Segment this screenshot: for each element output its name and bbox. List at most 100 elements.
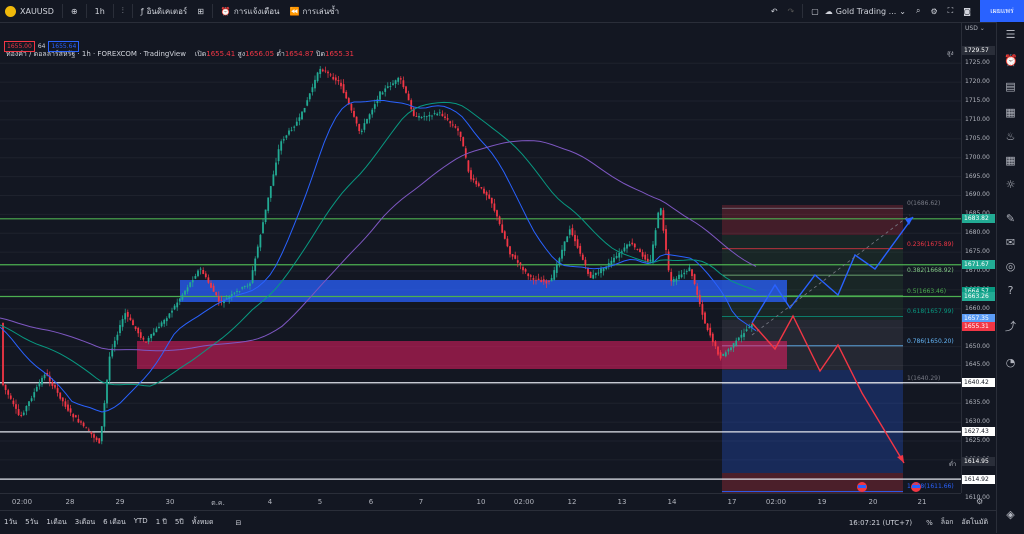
candle-body [423,115,426,117]
interval-button[interactable]: 1h [94,6,105,16]
hotlist-icon[interactable]: ♨ [1005,130,1016,143]
currency-label[interactable]: USD ⌄ [965,25,985,32]
range-button[interactable]: ทั้งหมด [191,518,214,526]
indicators-button[interactable]: ƒ อินดิเคเตอร์ [136,0,192,22]
range-button[interactable]: 3เดือน [74,518,96,526]
price-axis[interactable]: USD ⌄ 1725.00 1720.00 1715.00 1710.00 1705.0… [961,23,997,501]
details-icon[interactable]: ▤ [1005,80,1016,93]
candle-body [472,178,475,181]
undo-icon: ↶ [770,6,778,16]
buy-button[interactable]: 1655.64 [48,41,80,52]
templates-button[interactable]: ⊞ [192,0,209,22]
range-button[interactable]: 5ปี [174,518,184,526]
goto-date-icon[interactable]: ⊟ [235,518,242,527]
candle-body [743,333,745,337]
price-tick-label: 1635.00 [965,399,990,407]
candle-body [511,253,514,257]
candle-body [56,388,59,393]
time-tick-label: 28 [65,498,75,506]
supply-zone-box[interactable] [180,280,787,302]
candle-body [542,279,545,282]
bearish-projection-path[interactable] [751,314,905,464]
candle-body [652,244,654,262]
layers-icon[interactable]: ◈ [1006,508,1015,521]
candle-body [529,275,532,277]
time-tick-label: 19 [817,498,827,506]
redo-button[interactable]: ↷ [783,0,800,22]
time-axis[interactable]: 02:00 28 29 30 ต.ค. 4 5 6 7 10 02:00 12 13 14 17 02:00 1… [0,493,983,511]
ideas-icon[interactable]: ☼ [1005,178,1016,191]
price-tick-label: 1705.00 [965,134,990,142]
demand-zone-box[interactable] [137,341,787,369]
trend-icon[interactable]: ⤴ [1005,320,1016,333]
range-button[interactable]: 5วัน [25,518,39,526]
calendar-icon[interactable]: ▦ [1005,154,1016,167]
candle-body [124,313,127,320]
low-value: 1654.87 [284,50,314,58]
range-button[interactable]: 1 ปี [155,518,167,526]
chart-type-button[interactable]: ⫶ [117,0,129,22]
candle-body [418,116,420,118]
messages-icon[interactable]: ✉ [1005,236,1016,249]
candle-body [600,268,602,274]
candle-body [644,254,647,260]
fullscreen-icon: ⛶ [947,6,954,15]
candle-body [254,258,257,272]
candle-body [405,86,407,93]
plus-circle-icon: ⊕ [70,6,78,16]
publish-button[interactable]: เผยแพร่ [980,0,1024,22]
auto-toggle[interactable]: อัตโนมัติ [961,518,988,526]
price-chart[interactable] [0,23,961,499]
clock[interactable]: 16:07:21 (UTC+7) [848,518,913,527]
high-tag-label: สูง [947,50,954,57]
candle-body [165,318,168,322]
range-button[interactable]: YTD [133,517,148,525]
candle-body [550,278,553,282]
price-tick-label: 1645.00 [965,361,990,369]
candle-body [701,304,704,315]
help-icon[interactable]: ? [1007,284,1014,297]
spread-value: 64 [37,43,46,50]
snapshot-button[interactable]: ◙ [958,0,976,22]
layout-select[interactable]: ▢ ☁ Gold Trading ... ⌄ [806,0,911,22]
candle-body [722,353,725,356]
chat-icon[interactable]: ✎ [1005,212,1016,225]
axis-settings-icon[interactable]: ⚙ [976,497,984,506]
range-button[interactable]: 6 เดือน [103,518,126,526]
streams-icon[interactable]: ◎ [1005,260,1016,273]
symbol-search[interactable]: XAUUSD [0,0,59,22]
bullish-projection-path[interactable] [751,216,914,324]
alert-button[interactable]: ⏰ การแจ้งเตือน [216,0,285,22]
alarm-clock-icon: ⏰ [220,6,231,16]
candle-body [457,128,459,131]
log-toggle[interactable]: ล็อก [940,518,954,526]
fullscreen-button[interactable]: ⛶ [943,0,959,22]
compare-button[interactable]: ⊕ [66,0,83,22]
search-button[interactable]: ⌕ [911,0,925,22]
candle-body [745,329,748,331]
candle-body [249,283,251,286]
candle-body [662,210,665,231]
percent-toggle[interactable]: % [926,518,933,527]
undo-button[interactable]: ↶ [766,0,783,22]
settings-button[interactable]: ⚙ [925,0,942,22]
news-icon[interactable]: ▦ [1005,106,1016,119]
alarm-clock-icon[interactable]: ⏰ [1004,54,1018,67]
candle-body [438,112,441,114]
candle-body [160,322,163,327]
notification-icon[interactable]: ◔ [1005,356,1016,369]
candle-body [204,273,207,278]
range-button[interactable]: 1วัน [4,518,18,526]
candle-body [85,427,88,429]
candle-body [347,98,350,105]
candle-body [35,386,38,392]
candle-body [67,404,69,411]
sell-button[interactable]: 1655.00 [4,41,35,52]
range-button[interactable]: 1เดือน [46,518,67,526]
chart-canvas[interactable]: 0(1686.62) 0.236(1675.89) 0.382(1668.92) 0.… [0,23,961,499]
watchlist-icon[interactable]: ☰ [1005,28,1016,41]
replay-button[interactable]: ⏪ การเล่นซ้ำ [284,0,344,22]
candle-body [548,280,550,282]
candle-body [340,82,342,87]
candle-body [163,319,166,324]
